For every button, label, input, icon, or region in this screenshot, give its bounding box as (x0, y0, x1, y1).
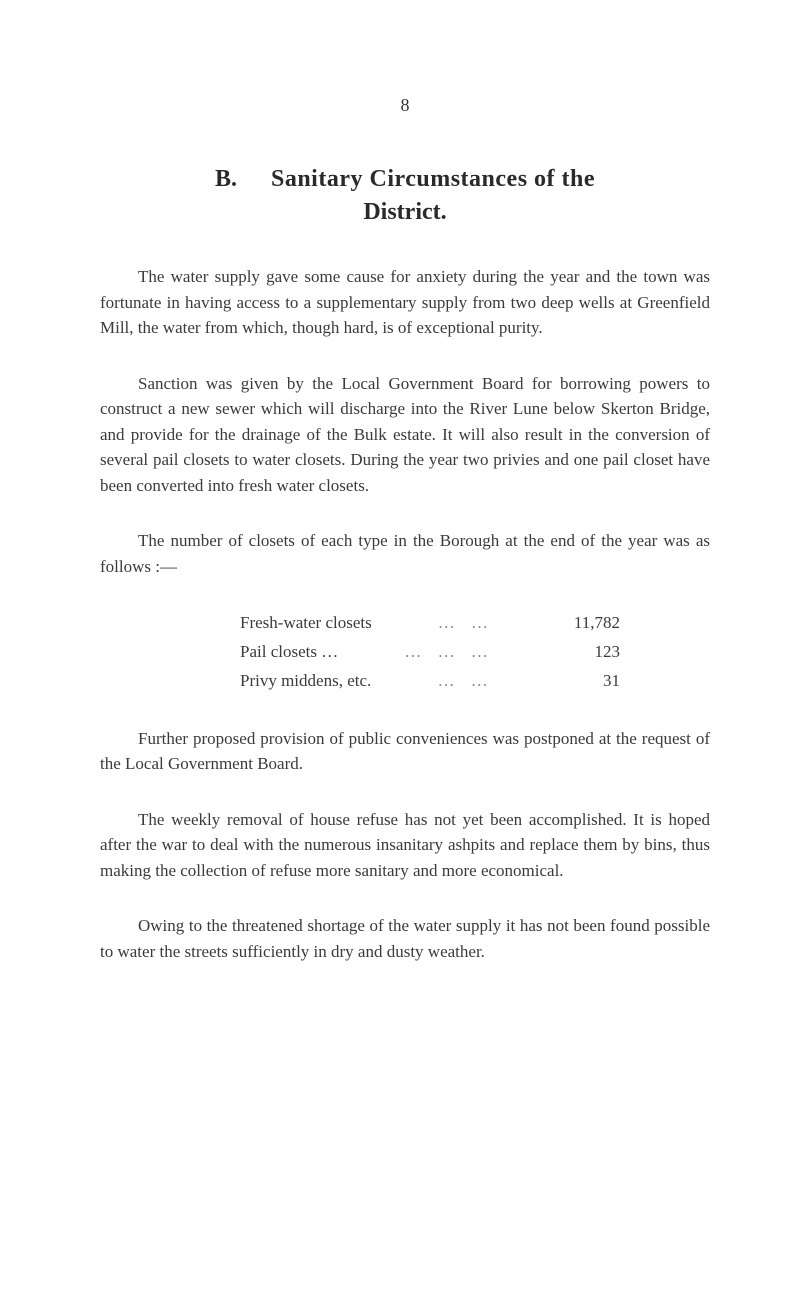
closet-value-freshwater: 11,782 (560, 609, 620, 638)
paragraph-water-supply: The water supply gave some cause for anx… (100, 264, 710, 341)
dots-filler: … … … (338, 638, 560, 667)
section-title-line2: District. (100, 199, 710, 226)
paragraph-sewer-sanction: Sanction was given by the Local Governme… (100, 371, 710, 499)
dots-filler: … … (372, 609, 560, 638)
closet-table: Fresh-water closets … … 11,782 Pail clos… (240, 609, 710, 696)
closet-label-pail: Pail closets … (240, 638, 338, 667)
closet-value-pail: 123 (560, 638, 620, 667)
closet-label-freshwater: Fresh-water closets (240, 609, 372, 638)
section-letter: B. (215, 166, 237, 192)
table-row: Pail closets … … … … 123 (240, 638, 620, 667)
section-heading: B. Sanitary Circumstances of the Distric… (100, 166, 710, 226)
table-row: Fresh-water closets … … 11,782 (240, 609, 620, 638)
paragraph-refuse-removal: The weekly removal of house refuse has n… (100, 807, 710, 884)
page-number: 8 (100, 95, 710, 116)
paragraph-street-watering: Owing to the threatened shortage of the … (100, 913, 710, 964)
dots-filler: … … (371, 667, 560, 696)
paragraph-closet-intro: The number of closets of each type in th… (100, 528, 710, 579)
closet-value-privy: 31 (560, 667, 620, 696)
table-row: Privy middens, etc. … … 31 (240, 667, 620, 696)
closet-label-privy: Privy middens, etc. (240, 667, 371, 696)
paragraph-postponed-provision: Further proposed provision of public con… (100, 726, 710, 777)
section-title-line1: Sanitary Circumstances of the (271, 166, 595, 192)
